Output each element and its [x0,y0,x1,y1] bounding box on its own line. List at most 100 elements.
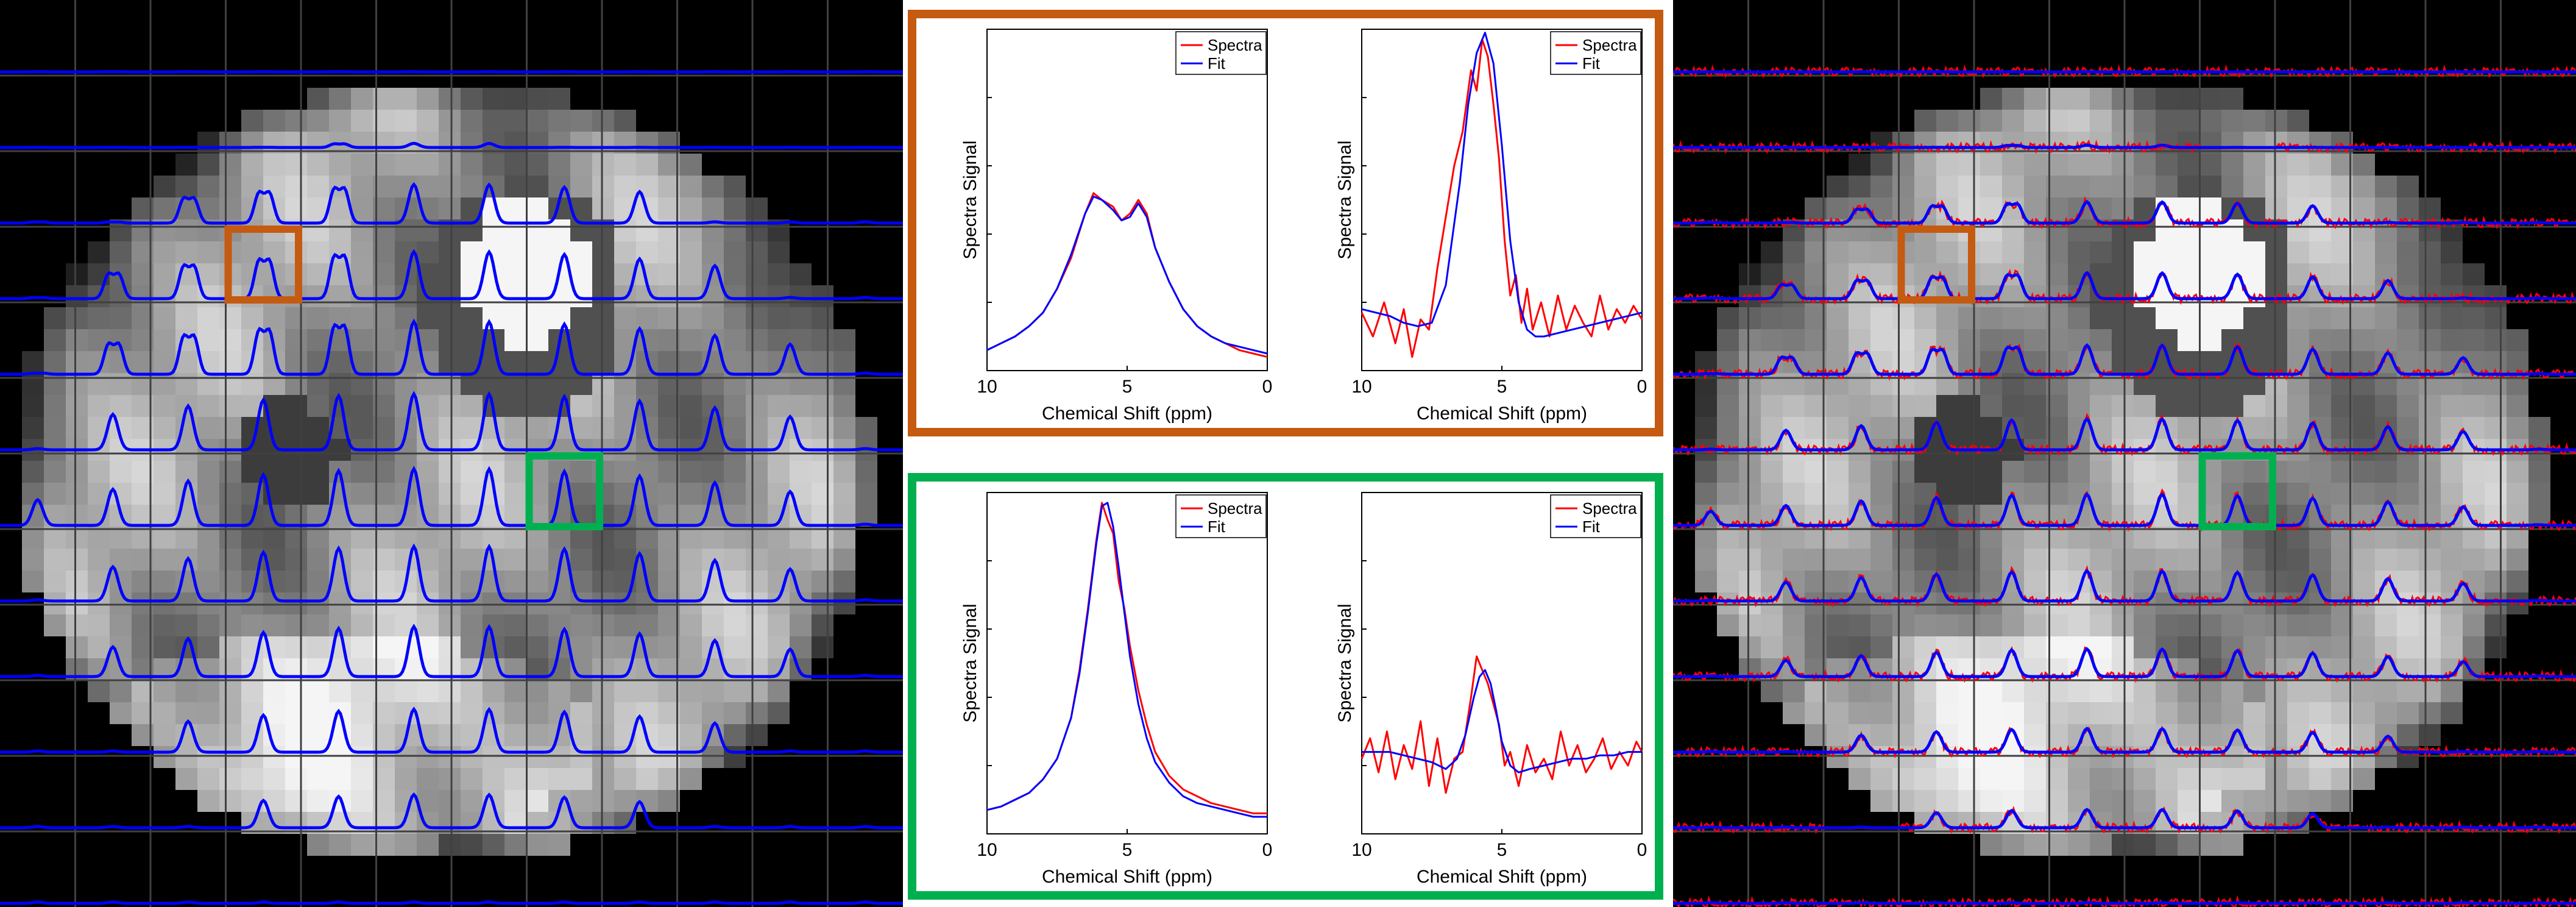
left-mrsi-grid-panel [0,0,903,907]
voxel-spectra-line [1673,444,1749,457]
voxel-fit-line [2426,825,2501,830]
voxel-fit-line [2199,201,2275,225]
voxel-fit-line [827,749,903,754]
voxel-spectra-line [2500,442,2576,456]
voxel-spectra-line [1973,419,2050,456]
voxel-fit-line [526,795,602,830]
voxel-fit-line [451,624,527,678]
voxel-fit-line [376,900,451,905]
voxel-fit-line [2350,655,2426,678]
voxel-fit-line [0,900,76,905]
voxel-fit-line [602,714,678,754]
voxel-fit-line [2199,648,2275,678]
voxel-fit-line [1974,493,2050,527]
voxel-fit-line [0,296,76,301]
voxel-fit-line [526,900,602,905]
voxel-fit-line [225,549,301,603]
voxel-fit-line [75,220,150,225]
voxel-fit-line [752,489,828,527]
voxel-spectra-line [1973,269,2050,305]
x-axis-label: Chemical Shift (ppm) [1417,404,1587,424]
right-mrsi-grid-panel [1673,0,2576,907]
voxel-fit-line [827,900,903,905]
voxel-fit-line [1673,825,1749,830]
chart-green-left: 10 5 0 Chemical Shift (ppm) Spectra Signal Sp… [938,488,1279,890]
voxel-fit-line [827,296,903,301]
voxel-spectra-line [1823,574,1900,608]
voxel-fit-line [1824,825,1899,830]
voxel-fit-line [1673,599,1749,603]
voxel-fit-line [2049,569,2125,603]
orange-roi [224,226,302,304]
voxel-fit-line [376,706,451,754]
voxel-fit-line [2199,728,2275,754]
voxel-fit-line [150,900,226,905]
voxel-fit-line [376,182,451,225]
voxel-fit-line [2275,572,2351,603]
voxel-fit-line [0,749,76,754]
voxel-fit-line [1673,447,1749,452]
voxel-spectra-line [2274,271,2351,305]
voxel-fit-line [2125,647,2200,678]
voxel-fit-line [677,720,752,754]
voxel-fit-line [225,798,301,830]
voxel-fit-line [2426,296,2501,301]
voxel-fit-line [150,825,226,830]
voxel-fit-line [2125,808,2200,830]
chart-orange-right: 10 5 0 Chemical Shift (ppm) Spectra Signal Sp… [1313,24,1654,427]
voxel-fit-line [225,713,301,754]
voxel-fit-line [752,900,828,905]
plot-area [1361,492,1643,834]
voxel-spectra-line [2274,813,2351,834]
voxel-fit-line [2350,424,2426,452]
voxel-fit-line [301,545,377,603]
voxel-fit-line [752,296,828,301]
voxel-fit-line [2350,350,2426,376]
voxel-fit-line [1898,650,1974,678]
chart-orange-right-svg: 10 5 0 Chemical Shift (ppm) Spectra Signal Sp… [1335,29,1647,424]
series-line-fit [1362,669,1642,774]
voxel-fit-line [2125,417,2200,452]
voxel-fit-line [677,638,752,678]
voxel-fit-line [2500,599,2576,603]
voxel-fit-line [2275,421,2351,452]
chart-green-right: 10 5 0 Chemical Shift (ppm) Spectra Signal Sp… [1313,488,1654,890]
voxel-fit-line [2049,417,2125,452]
x-tick-label: 0 [1637,377,1647,397]
series-line-spectra [1361,38,1643,358]
voxel-fit-line [2350,734,2426,754]
voxel-spectra-line [1973,491,2050,531]
voxel-fit-line [677,480,752,527]
plot-area [986,29,1268,371]
voxel-fit-line [2125,143,2200,149]
voxel-spectra-line [2199,808,2276,834]
series-line-fit [986,195,1268,355]
voxel-fit-line [0,220,76,225]
voxel-fit-line [602,900,678,905]
voxel-fit-line [301,393,377,452]
voxel-fit-line [677,825,752,830]
chart-green-right-svg: 10 5 0 Chemical Shift (ppm) Spectra Signal Sp… [1335,492,1647,887]
voxel-fit-line [376,141,451,149]
voxel-fit-line [1974,272,2050,301]
x-axis-label: Chemical Shift (ppm) [1042,404,1212,424]
y-axis-label: Spectra Signal [960,140,980,259]
x-tick-label: 5 [1122,840,1133,860]
voxel-fit-line [1974,418,2050,452]
voxel-fit-line [0,497,76,527]
voxel-fit-line [1748,429,1824,452]
green-roi [2198,452,2276,530]
voxel-fit-line [75,900,150,905]
voxel-fit-line [451,391,527,452]
legend-label-spectra: Spectra [1208,36,1262,54]
voxel-fit-line [225,397,301,452]
x-tick-label: 0 [1262,840,1273,860]
voxel-fit-line [2275,811,2351,830]
voxel-fit-line [752,342,828,376]
voxel-fit-line [2275,496,2351,527]
voxel-fit-line [1974,808,2050,830]
voxel-fit-line [1898,572,1974,603]
voxel-fit-line [2426,430,2501,452]
voxel-fit-line [1673,510,1749,527]
voxel-spectra-line [2124,414,2201,457]
